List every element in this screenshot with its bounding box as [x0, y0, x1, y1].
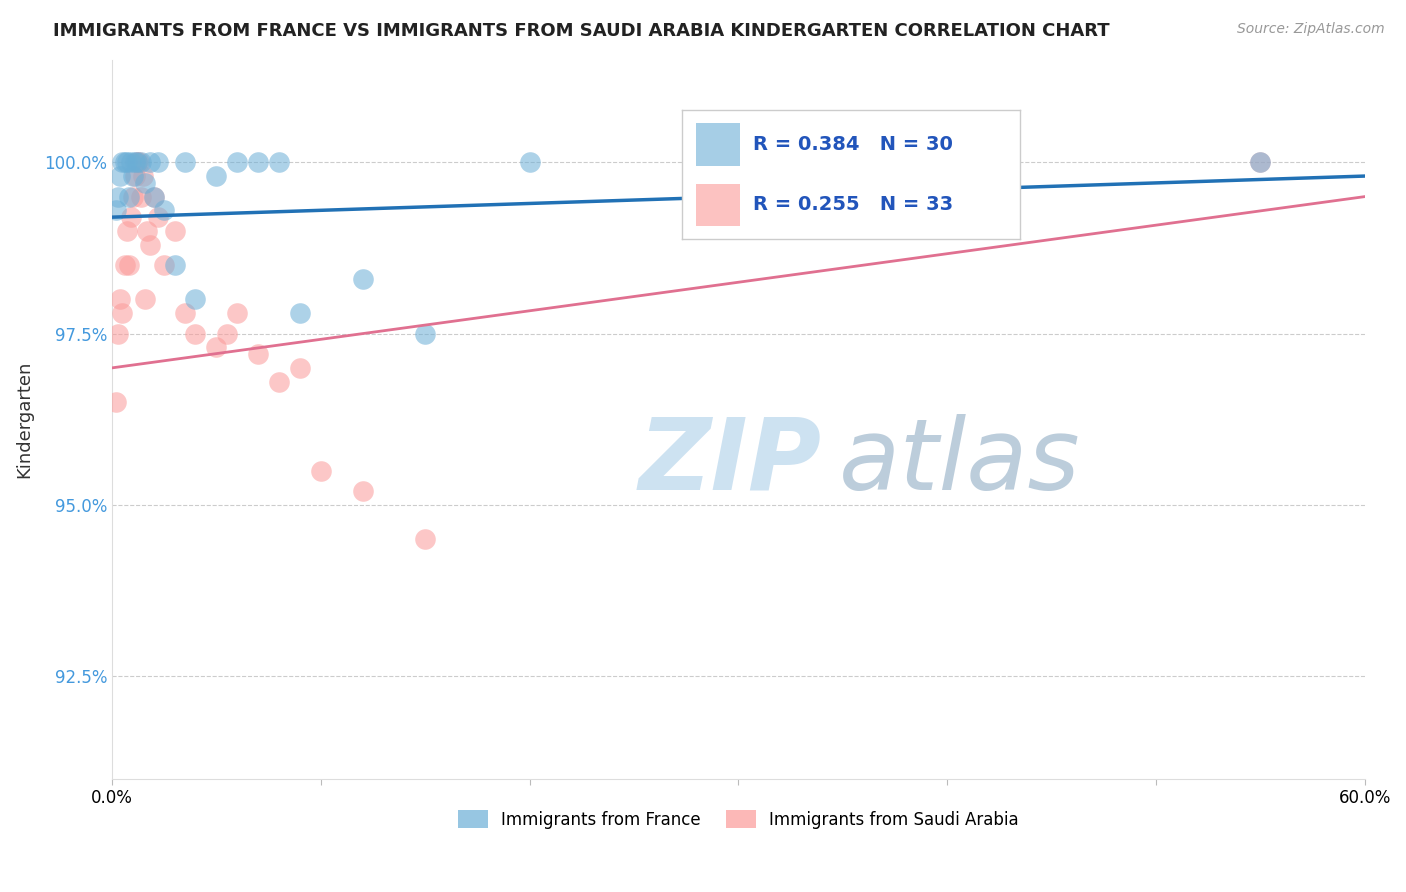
Point: [413, 326, 436, 341]
Point: [288, 360, 311, 375]
Point: [114, 155, 136, 169]
Legend: Immigrants from France, Immigrants from Saudi Arabia: Immigrants from France, Immigrants from …: [451, 804, 1025, 835]
Point: [309, 464, 332, 478]
Point: [205, 169, 228, 183]
Point: [115, 155, 138, 169]
Point: [174, 306, 197, 320]
Point: [142, 189, 165, 203]
Point: [205, 340, 228, 354]
Point: [105, 395, 128, 409]
Point: [247, 155, 270, 169]
Point: [138, 155, 160, 169]
Text: Source: ZipAtlas.com: Source: ZipAtlas.com: [1237, 22, 1385, 37]
Point: [115, 224, 138, 238]
Point: [226, 306, 249, 320]
Point: [1249, 155, 1271, 169]
Point: [110, 169, 132, 183]
Point: [118, 258, 141, 272]
Point: [288, 306, 311, 320]
Point: [226, 155, 249, 169]
Point: [138, 237, 160, 252]
Point: [267, 375, 290, 389]
Point: [153, 258, 176, 272]
Point: [136, 224, 159, 238]
Point: [132, 169, 155, 183]
Point: [134, 293, 156, 307]
Point: [134, 176, 156, 190]
Point: [105, 203, 128, 218]
Point: [114, 258, 136, 272]
Point: [124, 169, 146, 183]
Point: [163, 224, 186, 238]
Point: [215, 326, 238, 341]
Point: [125, 155, 148, 169]
Point: [111, 306, 134, 320]
Text: ZIP: ZIP: [638, 414, 821, 511]
Point: [142, 189, 165, 203]
Point: [128, 155, 150, 169]
Point: [352, 272, 374, 286]
Point: [267, 155, 290, 169]
Point: [727, 155, 749, 169]
Point: [107, 326, 129, 341]
Point: [352, 484, 374, 499]
Point: [110, 293, 132, 307]
Point: [129, 189, 152, 203]
Y-axis label: Kindergarten: Kindergarten: [15, 360, 32, 478]
Point: [129, 155, 152, 169]
Point: [125, 155, 148, 169]
Point: [121, 169, 143, 183]
Point: [107, 189, 129, 203]
Point: [184, 326, 207, 341]
Point: [111, 155, 134, 169]
Point: [124, 155, 146, 169]
Point: [118, 189, 141, 203]
Point: [413, 532, 436, 546]
Point: [146, 210, 169, 224]
Text: IMMIGRANTS FROM FRANCE VS IMMIGRANTS FROM SAUDI ARABIA KINDERGARTEN CORRELATION : IMMIGRANTS FROM FRANCE VS IMMIGRANTS FRO…: [53, 22, 1111, 40]
Point: [1249, 155, 1271, 169]
Point: [146, 155, 169, 169]
Point: [121, 189, 143, 203]
Point: [163, 258, 186, 272]
Text: atlas: atlas: [838, 414, 1080, 511]
Point: [120, 155, 142, 169]
Point: [174, 155, 197, 169]
Point: [153, 203, 176, 218]
Point: [247, 347, 270, 361]
Point: [519, 155, 541, 169]
Point: [184, 293, 207, 307]
Point: [120, 210, 142, 224]
